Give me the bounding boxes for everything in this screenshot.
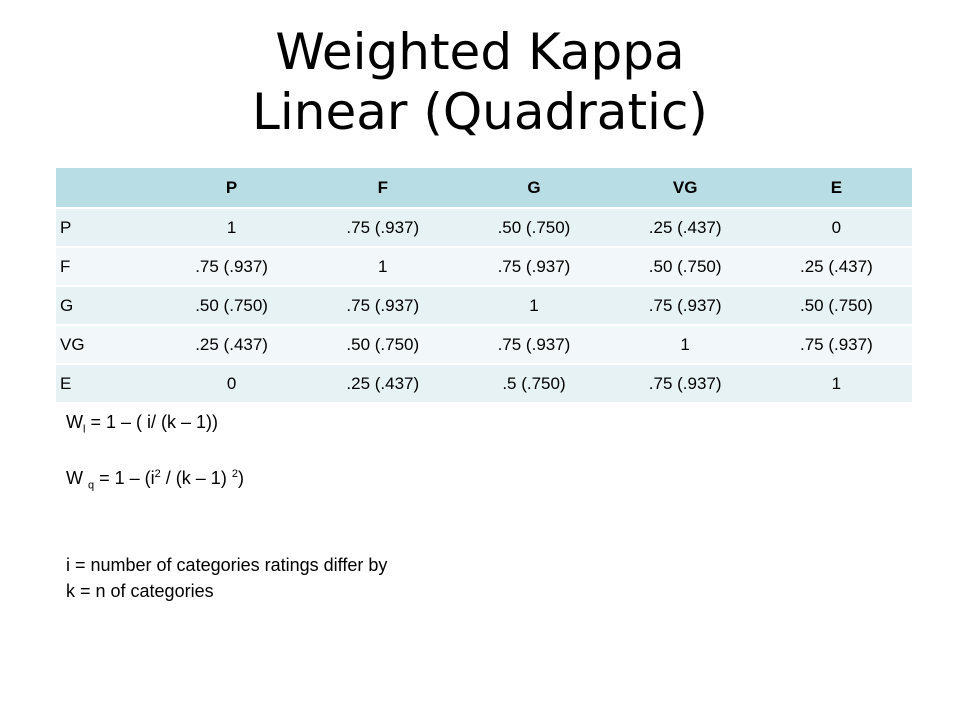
formula-part-2: / (k – 1) xyxy=(160,468,232,488)
header-cell-f: F xyxy=(307,168,459,209)
header-cell-corner xyxy=(56,168,156,209)
table-cell: .50 (.750) xyxy=(609,247,761,287)
table-cell: .5 (.750) xyxy=(458,364,610,404)
header-cell-vg: VG xyxy=(609,168,761,209)
table-cell: 1 xyxy=(307,247,459,287)
formula-w: W xyxy=(66,468,83,488)
formula-part-1: = 1 – (i xyxy=(94,468,155,488)
table-cell: .75 (.937) xyxy=(307,208,459,248)
title-line-2: Linear (Quadratic) xyxy=(252,83,708,141)
table-cell: 0 xyxy=(760,208,912,248)
quadratic-weight-formula: W q = 1 – (i2 / (k – 1) 2) xyxy=(66,468,244,492)
table-cell: .75 (.937) xyxy=(609,286,761,326)
table-cell: 1 xyxy=(458,286,610,326)
row-label: VG xyxy=(56,325,156,365)
row-label: P xyxy=(56,208,156,248)
formula-subscript: q xyxy=(88,479,95,492)
formula-superscript-2: 2 xyxy=(231,468,238,480)
table-cell: .75 (.937) xyxy=(458,247,610,287)
table-cell: .75 (.937) xyxy=(760,325,912,365)
definition-k: k = n of categories xyxy=(66,581,214,601)
table-cell: .25 (.437) xyxy=(609,208,761,248)
header-cell-p: P xyxy=(156,168,308,209)
table-cell: 0 xyxy=(156,364,308,404)
linear-weight-formula: Wl = 1 – ( i/ (k – 1)) xyxy=(66,412,218,436)
table-row: VG .25 (.437) .50 (.750) .75 (.937) 1 .7… xyxy=(56,325,912,365)
formula-superscript-1: 2 xyxy=(154,468,161,480)
table-cell: .50 (.750) xyxy=(458,208,610,248)
title-line-1: Weighted Kappa xyxy=(275,23,685,81)
table-cell: .50 (.750) xyxy=(156,286,308,326)
header-cell-g: G xyxy=(458,168,610,209)
table-cell: .50 (.750) xyxy=(307,325,459,365)
definition-i: i = number of categories ratings differ … xyxy=(66,555,388,575)
table-cell: .75 (.937) xyxy=(609,364,761,404)
formula-subscript: l xyxy=(83,423,86,436)
row-label: E xyxy=(56,364,156,404)
table-header-row: P F G VG E xyxy=(56,168,912,209)
definitions: i = number of categories ratings differ … xyxy=(66,552,387,604)
table-row: F .75 (.937) 1 .75 (.937) .50 (.750) .25… xyxy=(56,247,912,287)
formula-w: W xyxy=(66,412,83,432)
kappa-weights-table: P F G VG E P 1 .75 (.937) .50 (.750) .25… xyxy=(56,168,912,404)
table-cell: .25 (.437) xyxy=(760,247,912,287)
row-label: G xyxy=(56,286,156,326)
slide-title: Weighted Kappa Linear (Quadratic) xyxy=(0,22,960,142)
header-cell-e: E xyxy=(760,168,912,209)
row-label: F xyxy=(56,247,156,287)
table-cell: .75 (.937) xyxy=(458,325,610,365)
table-cell: .50 (.750) xyxy=(760,286,912,326)
table-cell: .75 (.937) xyxy=(307,286,459,326)
table-cell: .75 (.937) xyxy=(156,247,308,287)
table-cell: 1 xyxy=(609,325,761,365)
table-row: E 0 .25 (.437) .5 (.750) .75 (.937) 1 xyxy=(56,364,912,404)
table-row: P 1 .75 (.937) .50 (.750) .25 (.437) 0 xyxy=(56,208,912,248)
formula-body: = 1 – ( i/ (k – 1)) xyxy=(85,412,218,432)
table-cell: .25 (.437) xyxy=(156,325,308,365)
formula-part-3: ) xyxy=(237,468,244,488)
table-cell: 1 xyxy=(760,364,912,404)
table-cell: 1 xyxy=(156,208,308,248)
table-row: G .50 (.750) .75 (.937) 1 .75 (.937) .50… xyxy=(56,286,912,326)
table-cell: .25 (.437) xyxy=(307,364,459,404)
